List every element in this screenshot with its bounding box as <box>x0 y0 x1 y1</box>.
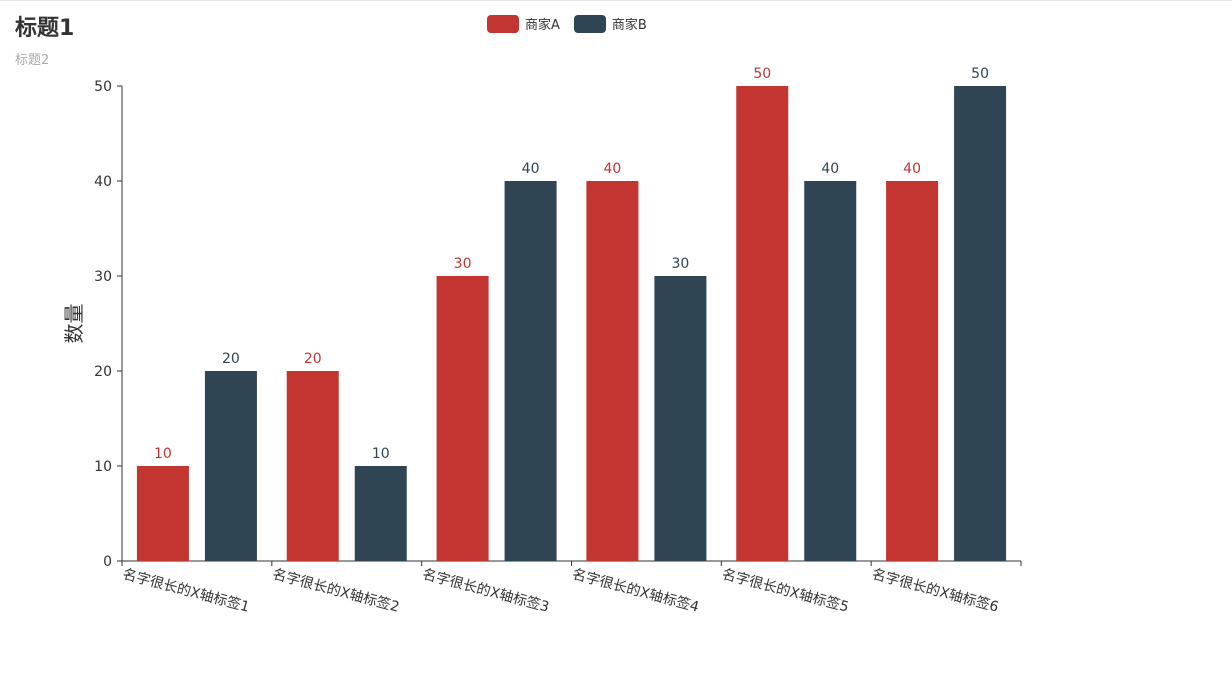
bar-value-label: 40 <box>522 161 540 177</box>
bar-series-a[interactable] <box>736 86 789 561</box>
x-tick-label: 名字很长的X轴标签3 <box>421 565 551 615</box>
x-tick-label: 名字很长的X轴标签1 <box>121 565 251 615</box>
top-divider <box>0 0 1232 1</box>
bar-series-a[interactable] <box>436 276 489 561</box>
bar-value-label: 40 <box>821 161 839 177</box>
y-axis-title: 数量 <box>62 304 86 344</box>
bar-value-label: 40 <box>604 161 622 177</box>
bar-series-a[interactable] <box>586 181 639 561</box>
bar-value-label: 30 <box>672 256 690 272</box>
x-tick-label: 名字很长的X轴标签5 <box>720 565 850 615</box>
y-tick-label: 20 <box>94 364 112 380</box>
legend: 商家A 商家B <box>487 14 661 33</box>
y-tick-label: 30 <box>94 269 112 285</box>
chart-title: 标题1 <box>15 16 75 41</box>
bar-value-label: 10 <box>154 446 172 462</box>
legend-swatch-series-b <box>573 14 606 33</box>
y-tick-label: 0 <box>103 554 112 570</box>
bar-value-label: 20 <box>222 351 240 367</box>
x-tick-label: 名字很长的X轴标签6 <box>870 565 1001 615</box>
bar-series-b[interactable] <box>954 86 1007 561</box>
legend-item-series-b[interactable]: 商家B <box>573 14 647 33</box>
bar-value-label: 10 <box>372 446 390 462</box>
bar-value-label: 40 <box>903 161 921 177</box>
bar-series-b[interactable] <box>504 181 557 561</box>
bar-series-a[interactable] <box>286 371 339 561</box>
bar-series-b[interactable] <box>804 181 857 561</box>
legend-swatch-series-a <box>487 14 519 33</box>
bar-value-label: 30 <box>454 256 472 272</box>
bar-series-b[interactable] <box>354 466 407 561</box>
x-tick-label: 名字很长的X轴标签2 <box>271 565 401 615</box>
bar-value-label: 50 <box>971 66 989 82</box>
bar-value-label: 50 <box>753 66 771 82</box>
legend-label-series-b: 商家B <box>611 18 647 33</box>
chart-subtitle: 标题2 <box>15 53 50 68</box>
bar-series-a[interactable] <box>136 466 189 561</box>
y-tick-label: 50 <box>94 79 112 95</box>
bar-series-a[interactable] <box>886 181 939 561</box>
x-tick-label: 名字很长的X轴标签4 <box>570 565 701 615</box>
legend-item-series-a[interactable]: 商家A <box>487 14 560 33</box>
legend-label-series-a: 商家A <box>525 18 560 33</box>
y-tick-label: 10 <box>94 459 112 475</box>
y-tick-label: 40 <box>94 174 112 190</box>
bar-value-label: 20 <box>304 351 322 367</box>
bar-series-b[interactable] <box>204 371 257 561</box>
bar-series-b[interactable] <box>654 276 707 561</box>
